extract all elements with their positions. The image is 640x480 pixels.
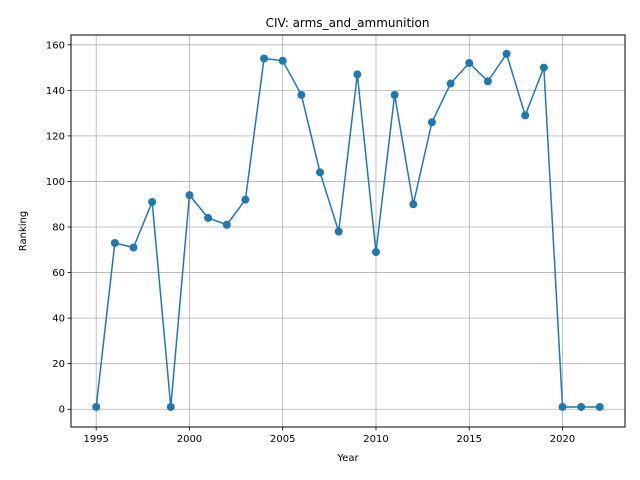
data-point [483,77,492,86]
y-tick-label: 0 [59,405,65,416]
x-tick-label: 2000 [177,434,202,445]
data-point [595,402,604,411]
data-point [446,79,455,88]
y-tick-label: 80 [52,223,65,234]
data-point [502,49,511,58]
y-tick-label: 20 [52,359,65,370]
data-point [390,90,399,99]
ticks: 1995 2000 2005 2010 2015 2020 0 20 40 60 80 100 120 1… [46,40,575,445]
y-tick-label: 100 [46,177,65,188]
y-tick-label: 40 [52,314,65,325]
data-point [465,59,474,68]
x-tick-label: 2010 [363,434,388,445]
x-axis-label: Year [336,453,359,464]
y-tick-label: 120 [46,131,65,142]
data-point [110,238,119,247]
data-point [92,402,101,411]
data-point [297,90,306,99]
data-point [521,111,530,120]
data-point [577,402,586,411]
x-tick-label: 2015 [457,434,482,445]
data-point [204,213,213,222]
x-tick-label: 2020 [550,434,575,445]
data-point [222,220,231,229]
x-tick-label: 1995 [83,434,108,445]
series-line-group [92,49,604,411]
data-point [260,54,269,63]
data-point [185,191,194,200]
data-point [539,63,548,72]
chart-title: CIV: arms_and_ammunition [266,16,430,30]
y-tick-label: 60 [52,268,65,279]
data-point [278,56,287,65]
data-point [409,200,418,209]
data-point [558,402,567,411]
data-point [353,70,362,79]
data-point [371,248,380,257]
y-tick-label: 140 [46,86,65,97]
data-point [316,168,325,177]
plot-frame [70,34,626,428]
y-axis-label: Ranking [18,211,29,251]
data-point [427,118,436,127]
series-line [95,53,600,408]
data-point [241,195,250,204]
data-point [148,197,157,206]
data-point [334,227,343,236]
data-point [166,402,175,411]
y-tick-label: 160 [46,40,65,51]
data-point [129,243,138,252]
x-tick-label: 2005 [270,434,295,445]
